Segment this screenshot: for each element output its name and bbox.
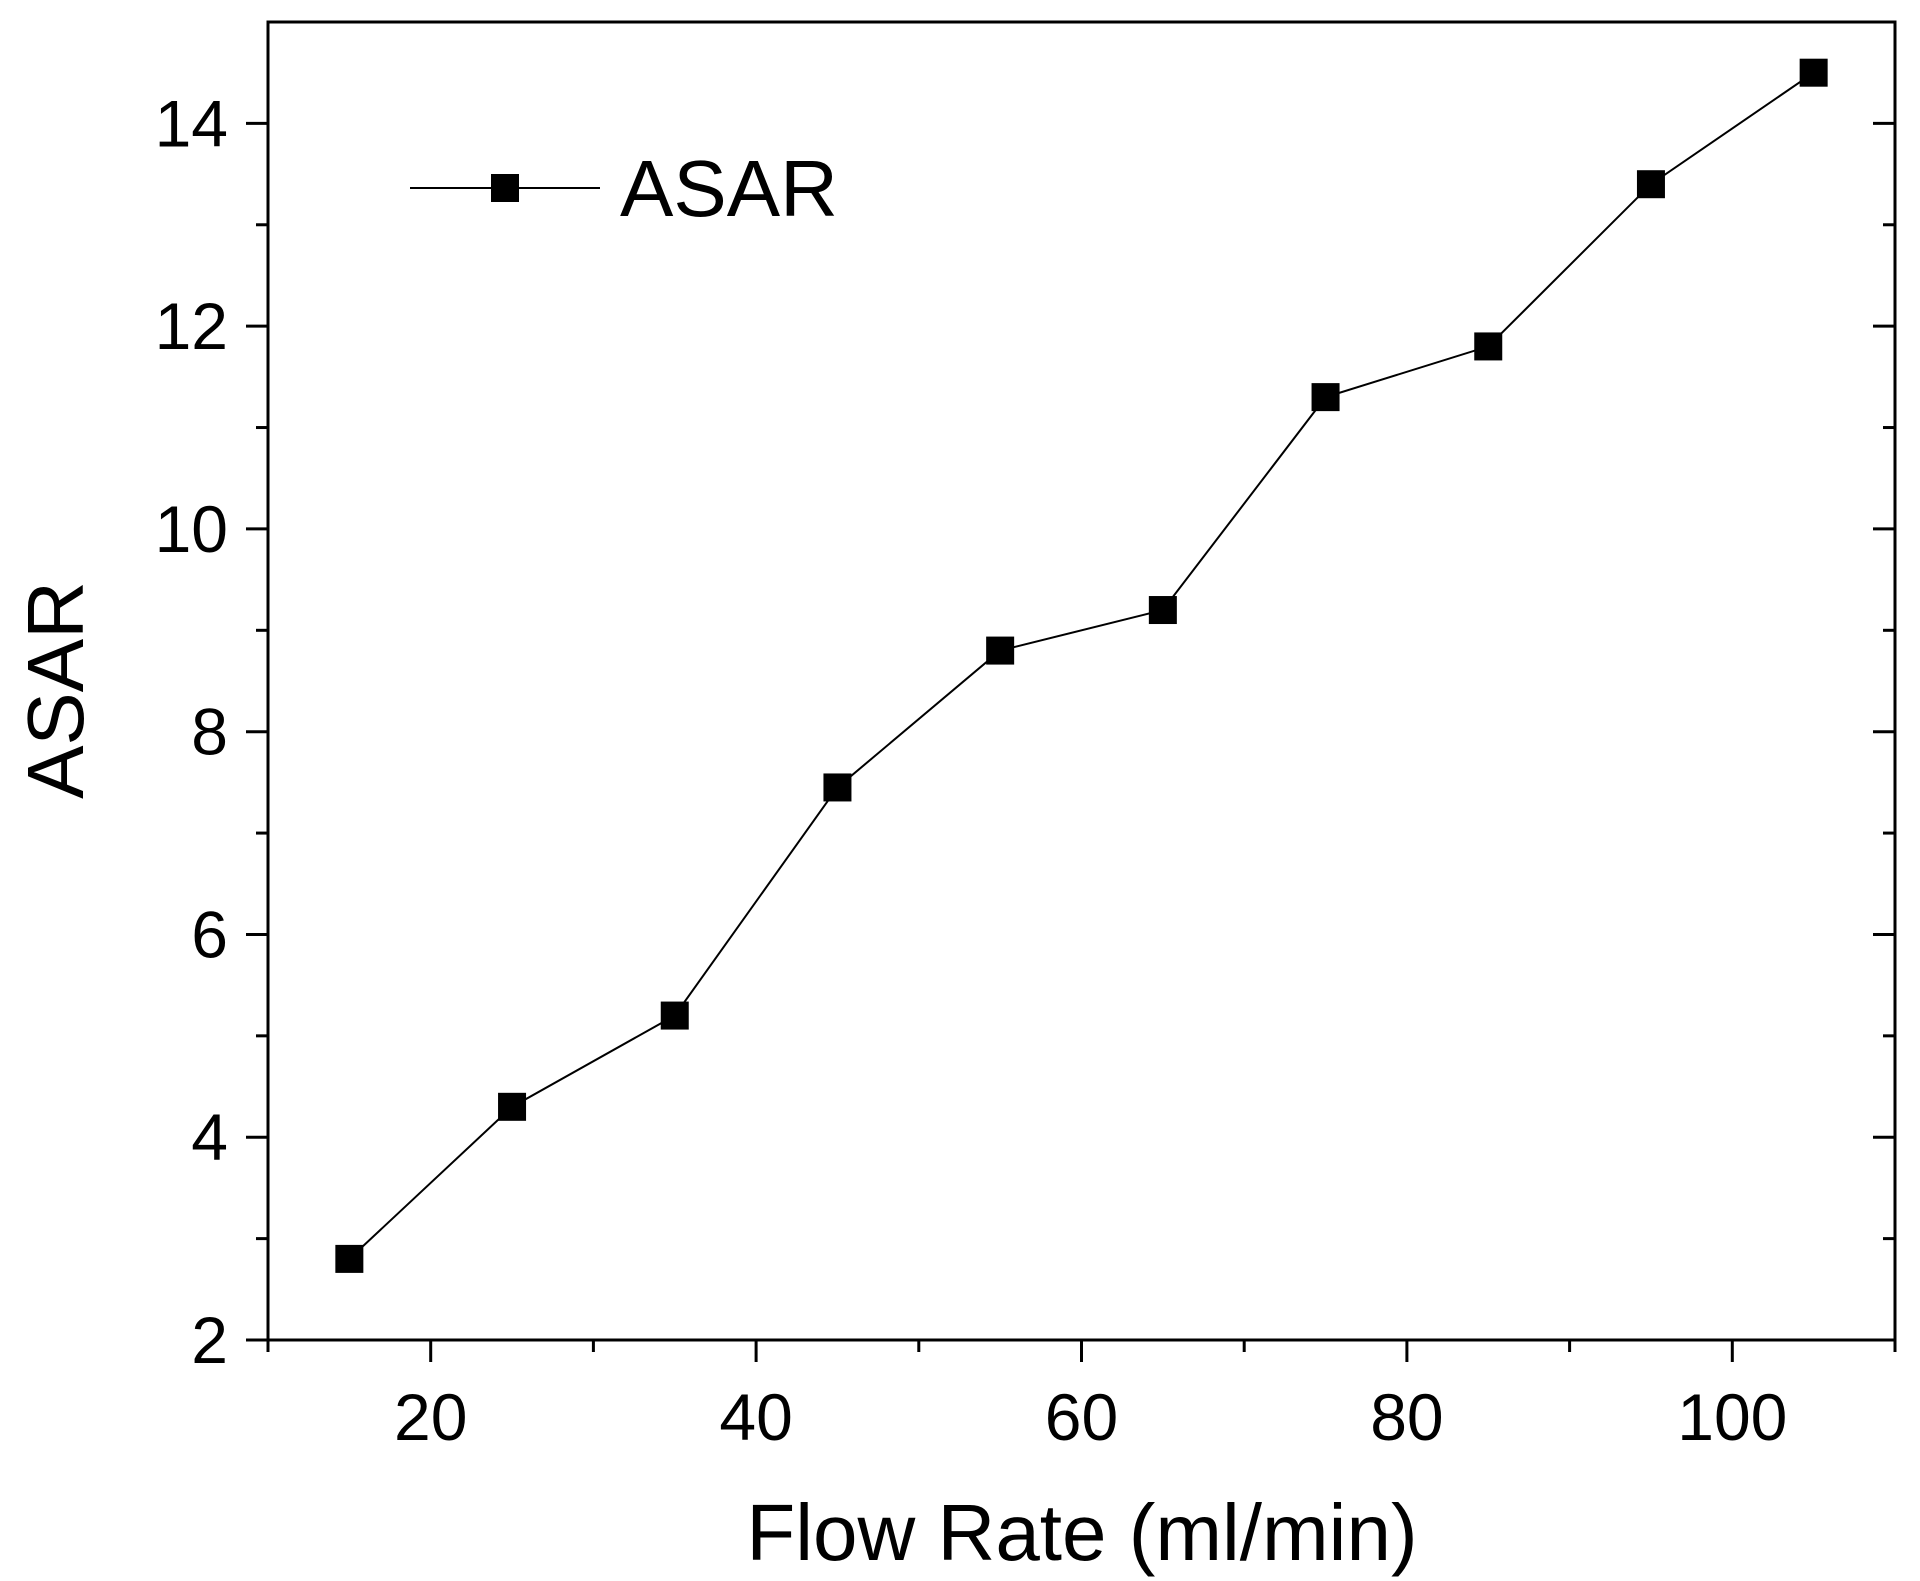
x-tick-label: 100: [1677, 1380, 1787, 1454]
data-point-asar: [335, 1244, 364, 1273]
data-point-asar: [1148, 596, 1177, 625]
y-tick-label: 14: [155, 86, 228, 160]
y-tick-label: 6: [191, 897, 228, 971]
x-tick-label: 60: [1045, 1380, 1118, 1454]
data-point-asar: [660, 1001, 689, 1030]
legend-marker: [491, 174, 519, 202]
series-layer: [335, 58, 1828, 1273]
x-tick-label: 40: [719, 1380, 792, 1454]
data-point-asar: [498, 1092, 527, 1121]
data-point-asar: [1474, 332, 1503, 361]
y-tick-label: 10: [155, 492, 228, 566]
series-line-asar: [348, 71, 1815, 1260]
data-point-asar: [986, 636, 1015, 665]
x-axis-title: Flow Rate (ml/min): [746, 1488, 1417, 1577]
legend-label: ASAR: [620, 144, 838, 233]
y-axis-title: ASAR: [11, 581, 100, 799]
legend: ASAR: [410, 144, 838, 233]
data-point-asar: [1636, 170, 1665, 199]
x-tick-label: 20: [394, 1380, 467, 1454]
y-tick-label: 2: [191, 1303, 228, 1377]
axes-layer: 20 40 60 80 100 2 4 6 8 10 12 14: [155, 20, 1897, 1454]
data-point-asar: [1311, 383, 1340, 412]
data-point-asar: [823, 773, 852, 802]
y-tick-label: 4: [191, 1100, 228, 1174]
y-tick-label: 12: [155, 289, 228, 363]
y-tick-label: 8: [191, 695, 228, 769]
data-point-asar: [1799, 58, 1828, 87]
plot-frame: [266, 20, 1897, 1342]
x-tick-label: 80: [1370, 1380, 1443, 1454]
